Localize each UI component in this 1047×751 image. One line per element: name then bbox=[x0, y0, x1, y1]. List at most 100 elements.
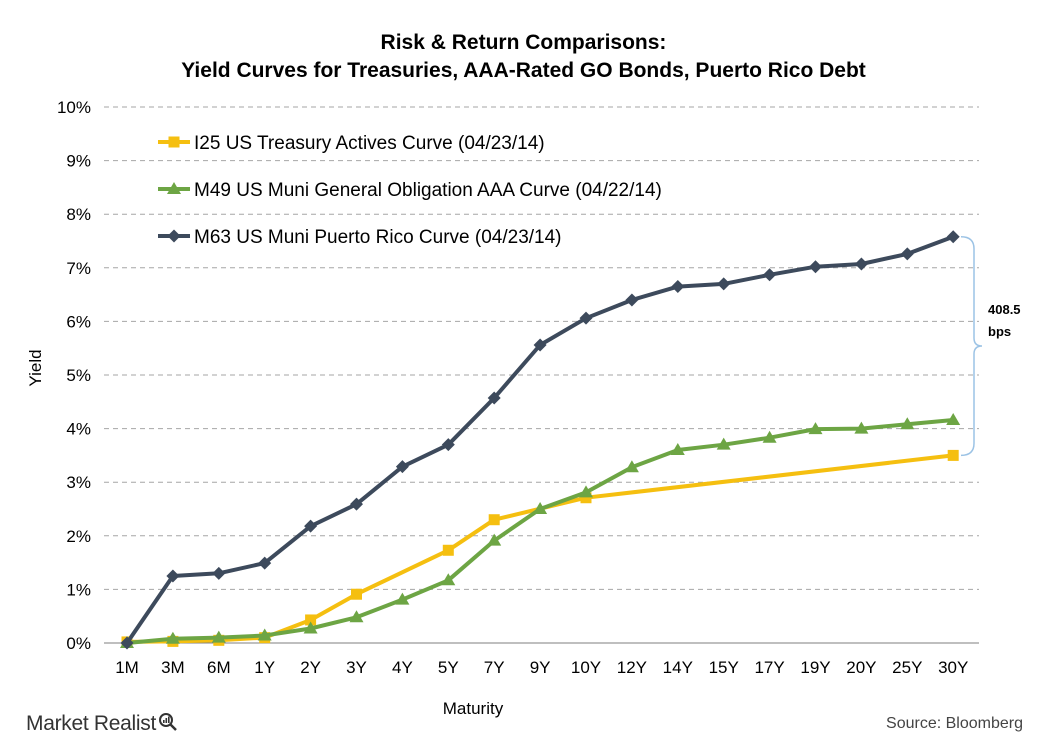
x-tick-label: 3M bbox=[161, 658, 185, 677]
bracket-label-unit: bps bbox=[988, 324, 1011, 339]
data-point-marker bbox=[947, 449, 959, 461]
data-point-marker bbox=[395, 592, 410, 605]
data-point-marker bbox=[900, 247, 914, 261]
x-tick-label: 12Y bbox=[617, 658, 647, 677]
data-point-marker bbox=[809, 260, 822, 274]
legend-swatch-marker bbox=[167, 182, 181, 194]
data-point-marker bbox=[349, 610, 364, 623]
data-point-marker bbox=[900, 417, 915, 430]
data-point-marker bbox=[395, 460, 409, 474]
x-tick-label: 1Y bbox=[254, 658, 275, 677]
data-point-marker bbox=[487, 533, 502, 546]
bracket-brace bbox=[960, 235, 983, 457]
data-point-marker bbox=[762, 430, 777, 443]
y-axis-ticks: 0% 1% 2% 3% 4% 5% 6% 7% 8% 9% 10% bbox=[57, 98, 91, 653]
legend-swatch-marker bbox=[168, 136, 180, 148]
y-axis-title: Yield bbox=[26, 349, 45, 386]
x-tick-label: 15Y bbox=[709, 658, 739, 677]
series-line bbox=[125, 453, 956, 644]
legend: I25 US Treasury Actives Curve (04/23/14)… bbox=[158, 133, 662, 248]
brand-name: Market Realist bbox=[26, 712, 157, 735]
data-point-marker bbox=[670, 443, 685, 456]
data-point-marker bbox=[351, 588, 362, 600]
x-tick-label: 30Y bbox=[938, 658, 968, 677]
y-tick-label: 5% bbox=[66, 366, 91, 385]
data-point-marker bbox=[305, 614, 317, 626]
series-treasury bbox=[121, 449, 959, 648]
x-tick-label: 25Y bbox=[892, 658, 922, 677]
legend-label: I25 US Treasury Actives Curve (04/23/14) bbox=[194, 133, 545, 154]
y-tick-label: 1% bbox=[66, 580, 91, 599]
data-point-marker bbox=[533, 338, 547, 352]
x-tick-label: 1M bbox=[115, 658, 139, 677]
data-point-marker bbox=[579, 311, 593, 325]
data-point-marker bbox=[854, 257, 868, 271]
x-tick-label: 4Y bbox=[392, 658, 413, 677]
data-point-marker bbox=[211, 630, 226, 643]
data-point-marker bbox=[258, 556, 272, 570]
data-point-marker bbox=[441, 438, 455, 452]
data-point-marker bbox=[165, 631, 180, 644]
series-puerto-rico bbox=[120, 230, 960, 650]
x-tick-label: 20Y bbox=[846, 658, 876, 677]
source-note: Source: Bloomberg bbox=[886, 715, 1023, 732]
data-point-marker bbox=[946, 230, 960, 244]
x-axis-ticks: 1M 3M 6M 1Y 2Y 3Y 4Y 5Y 7Y 9Y 10Y 12Y 14Y 15Y 17Y 19Y 20… bbox=[115, 658, 968, 677]
x-tick-label: 10Y bbox=[571, 658, 601, 677]
x-tick-label: 17Y bbox=[754, 658, 784, 677]
chart-title-line-1: Risk & Return Comparisons: bbox=[380, 31, 667, 54]
x-tick-label: 6M bbox=[207, 658, 231, 677]
y-tick-label: 10% bbox=[57, 98, 91, 117]
x-tick-label: 7Y bbox=[484, 658, 505, 677]
data-point-marker bbox=[946, 413, 961, 426]
data-point-marker bbox=[304, 519, 318, 533]
legend-entry: I25 US Treasury Actives Curve (04/23/14) bbox=[158, 133, 545, 154]
series-line bbox=[125, 234, 956, 645]
legend-entry: M63 US Muni Puerto Rico Curve (04/23/14) bbox=[158, 227, 562, 248]
x-tick-label: 9Y bbox=[530, 658, 551, 677]
y-tick-label: 2% bbox=[66, 527, 91, 546]
legend-swatch-marker bbox=[167, 229, 181, 243]
grid-lines bbox=[104, 106, 979, 644]
market-realist-logo: Market Realist bbox=[26, 712, 178, 736]
data-point-marker bbox=[854, 421, 869, 434]
y-tick-label: 4% bbox=[66, 420, 91, 439]
y-tick-label: 0% bbox=[66, 634, 91, 653]
data-point-marker bbox=[580, 492, 592, 504]
data-point-marker bbox=[763, 268, 777, 282]
data-point-marker bbox=[624, 460, 639, 473]
data-point-marker bbox=[350, 497, 363, 511]
x-tick-label: 14Y bbox=[663, 658, 693, 677]
data-point-marker bbox=[442, 544, 454, 556]
x-tick-label: 2Y bbox=[300, 658, 321, 677]
y-tick-label: 3% bbox=[66, 473, 91, 492]
y-tick-label: 7% bbox=[66, 259, 91, 278]
x-tick-label: 19Y bbox=[800, 658, 830, 677]
data-point-marker bbox=[533, 502, 548, 514]
magnifier-logo-icon bbox=[159, 713, 177, 731]
data-point-marker bbox=[671, 280, 685, 294]
y-tick-label: 8% bbox=[66, 205, 91, 224]
data-point-marker bbox=[212, 566, 226, 580]
data-point-marker bbox=[166, 569, 180, 583]
x-axis-title: Maturity bbox=[443, 699, 504, 718]
data-point-marker bbox=[488, 514, 500, 526]
legend-entry: M49 US Muni General Obligation AAA Curve… bbox=[158, 180, 662, 201]
y-tick-label: 6% bbox=[66, 312, 91, 331]
data-point-marker bbox=[303, 621, 318, 634]
data-point-marker bbox=[808, 422, 823, 435]
data-point-marker bbox=[717, 277, 731, 291]
series-lines bbox=[120, 230, 961, 650]
data-point-marker bbox=[120, 636, 134, 650]
legend-label: M63 US Muni Puerto Rico Curve (04/23/14) bbox=[194, 227, 562, 248]
data-point-marker bbox=[441, 573, 456, 586]
y-tick-label: 9% bbox=[66, 152, 91, 171]
x-tick-label: 5Y bbox=[438, 658, 459, 677]
bracket-annotation: 408.5 bps bbox=[960, 235, 1021, 457]
bracket-label-value: 408.5 bbox=[988, 302, 1021, 317]
data-point-marker bbox=[625, 293, 639, 307]
data-point-marker bbox=[579, 485, 593, 498]
series-line bbox=[125, 418, 956, 645]
x-tick-label: 3Y bbox=[346, 658, 367, 677]
